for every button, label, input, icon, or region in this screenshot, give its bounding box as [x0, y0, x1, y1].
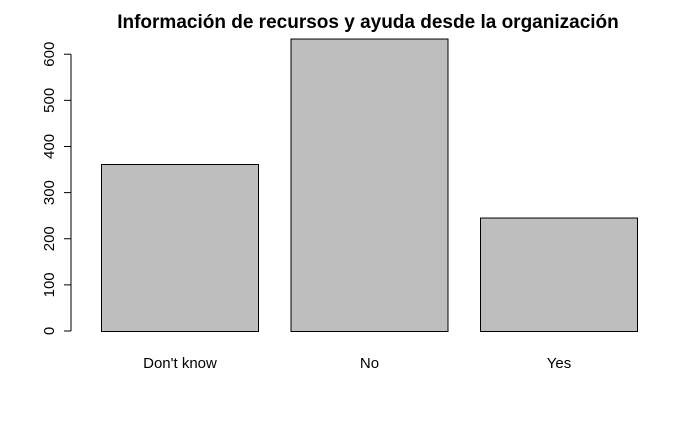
x-axis-labels: Don't know No Yes	[143, 355, 571, 372]
x-category-label: Don't know	[143, 355, 217, 372]
y-tick-label: 0	[41, 327, 58, 335]
y-tick-label: 200	[41, 226, 58, 251]
y-tick-label: 400	[41, 134, 58, 159]
chart-title: Información de recursos y ayuda desde la…	[117, 12, 619, 33]
bar-no	[290, 38, 449, 333]
bars-group	[101, 38, 638, 333]
y-tick-label: 100	[41, 272, 58, 297]
y-axis: 0 100 200 300 400 500 600	[41, 42, 72, 335]
x-category-label: Yes	[547, 355, 571, 372]
y-tick-label: 300	[41, 180, 58, 205]
y-tick-label: 500	[41, 88, 58, 113]
bar-don-t-know	[101, 164, 259, 332]
bar-yes	[480, 217, 638, 332]
y-tick-label: 600	[41, 42, 58, 67]
x-category-label: No	[360, 355, 379, 372]
